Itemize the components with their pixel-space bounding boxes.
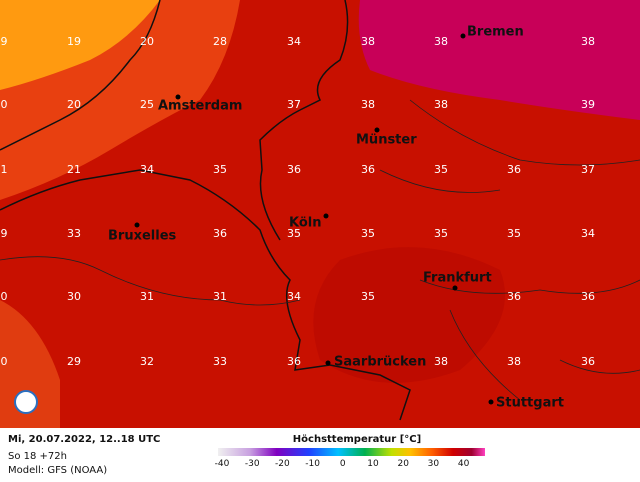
grid-value: 33 [67,227,81,240]
grid-value: 36 [361,163,375,176]
grid-value: 38 [361,35,375,48]
city-label: Saarbrücken [334,355,426,370]
grid-value: 37 [581,163,595,176]
grid-value: 35 [434,227,448,240]
grid-value: 28 [213,35,227,48]
grid-value: 38 [581,35,595,48]
city-label: Amsterdam [158,99,242,114]
grid-value: 35 [361,290,375,303]
grid-value: 21 [67,163,81,176]
grid-value: 32 [140,355,154,368]
colorbar-tick: -30 [245,459,260,469]
grid-value: 0 [1,98,8,111]
grid-value: 35 [361,227,375,240]
grid-value: 33 [213,355,227,368]
colorbar-tick: 30 [428,459,440,469]
grid-value: 31 [213,290,227,303]
map [0,0,640,428]
grid-value: 38 [361,98,375,111]
grid-value: 36 [581,355,595,368]
footer-lead: So 18 +72h [8,451,67,462]
grid-value: 29 [67,355,81,368]
city-dot [323,213,329,219]
city-label: Köln [289,216,322,231]
city-dot [374,127,380,133]
grid-value: 35 [287,227,301,240]
city-label: Bremen [467,25,524,40]
grid-value: 38 [434,98,448,111]
colorbar [218,448,485,456]
city-label: Bruxelles [108,229,177,244]
grid-value: 36 [507,163,521,176]
grid-value: 0 [1,290,8,303]
city-dot [175,94,181,100]
grid-value: 20 [140,35,154,48]
grid-value: 25 [140,98,154,111]
grid-value: 36 [507,290,521,303]
grid-value: 31 [140,290,154,303]
grid-value: 34 [287,35,301,48]
grid-value: 38 [434,35,448,48]
grid-value: 9 [1,227,8,240]
city-dot [134,222,140,228]
grid-value: 35 [434,163,448,176]
grid-value: 38 [507,355,521,368]
grid-value: 38 [434,355,448,368]
city-label: Münster [356,133,417,148]
city-dot [325,360,331,366]
grid-value: 34 [287,290,301,303]
city-dot [460,33,466,39]
grid-value: 20 [67,98,81,111]
grid-value: 34 [140,163,154,176]
grid-value: 37 [287,98,301,111]
colorbar-title: Höchsttemperatur [°C] [293,434,421,445]
grid-value: 39 [581,98,595,111]
footer-date: Mi, 20.07.2022, 12..18 UTC [8,434,160,445]
colorbar-tick: 20 [397,459,409,469]
colorbar-tick: -20 [275,459,290,469]
grid-value: 35 [507,227,521,240]
grid-value: 35 [213,163,227,176]
grid-value: 34 [581,227,595,240]
grid-value: 30 [67,290,81,303]
footer-model: Modell: GFS (NOAA) [8,465,107,476]
grid-value: 36 [287,163,301,176]
colorbar-tick: -40 [215,459,230,469]
colorbar-tick: 40 [458,459,470,469]
grid-value: 36 [581,290,595,303]
colorbar-tick: 0 [340,459,346,469]
colorbar-tick: -10 [305,459,320,469]
grid-value: 0 [1,355,8,368]
grid-value: 36 [213,227,227,240]
grid-value: 1 [1,163,8,176]
colorbar-tick: 10 [367,459,379,469]
grid-value: 36 [287,355,301,368]
grid-value: 9 [1,35,8,48]
city-dot [452,285,458,291]
grid-value: 19 [67,35,81,48]
city-label: Stuttgart [496,396,564,411]
city-label: Frankfurt [423,271,492,286]
city-dot [488,399,494,405]
